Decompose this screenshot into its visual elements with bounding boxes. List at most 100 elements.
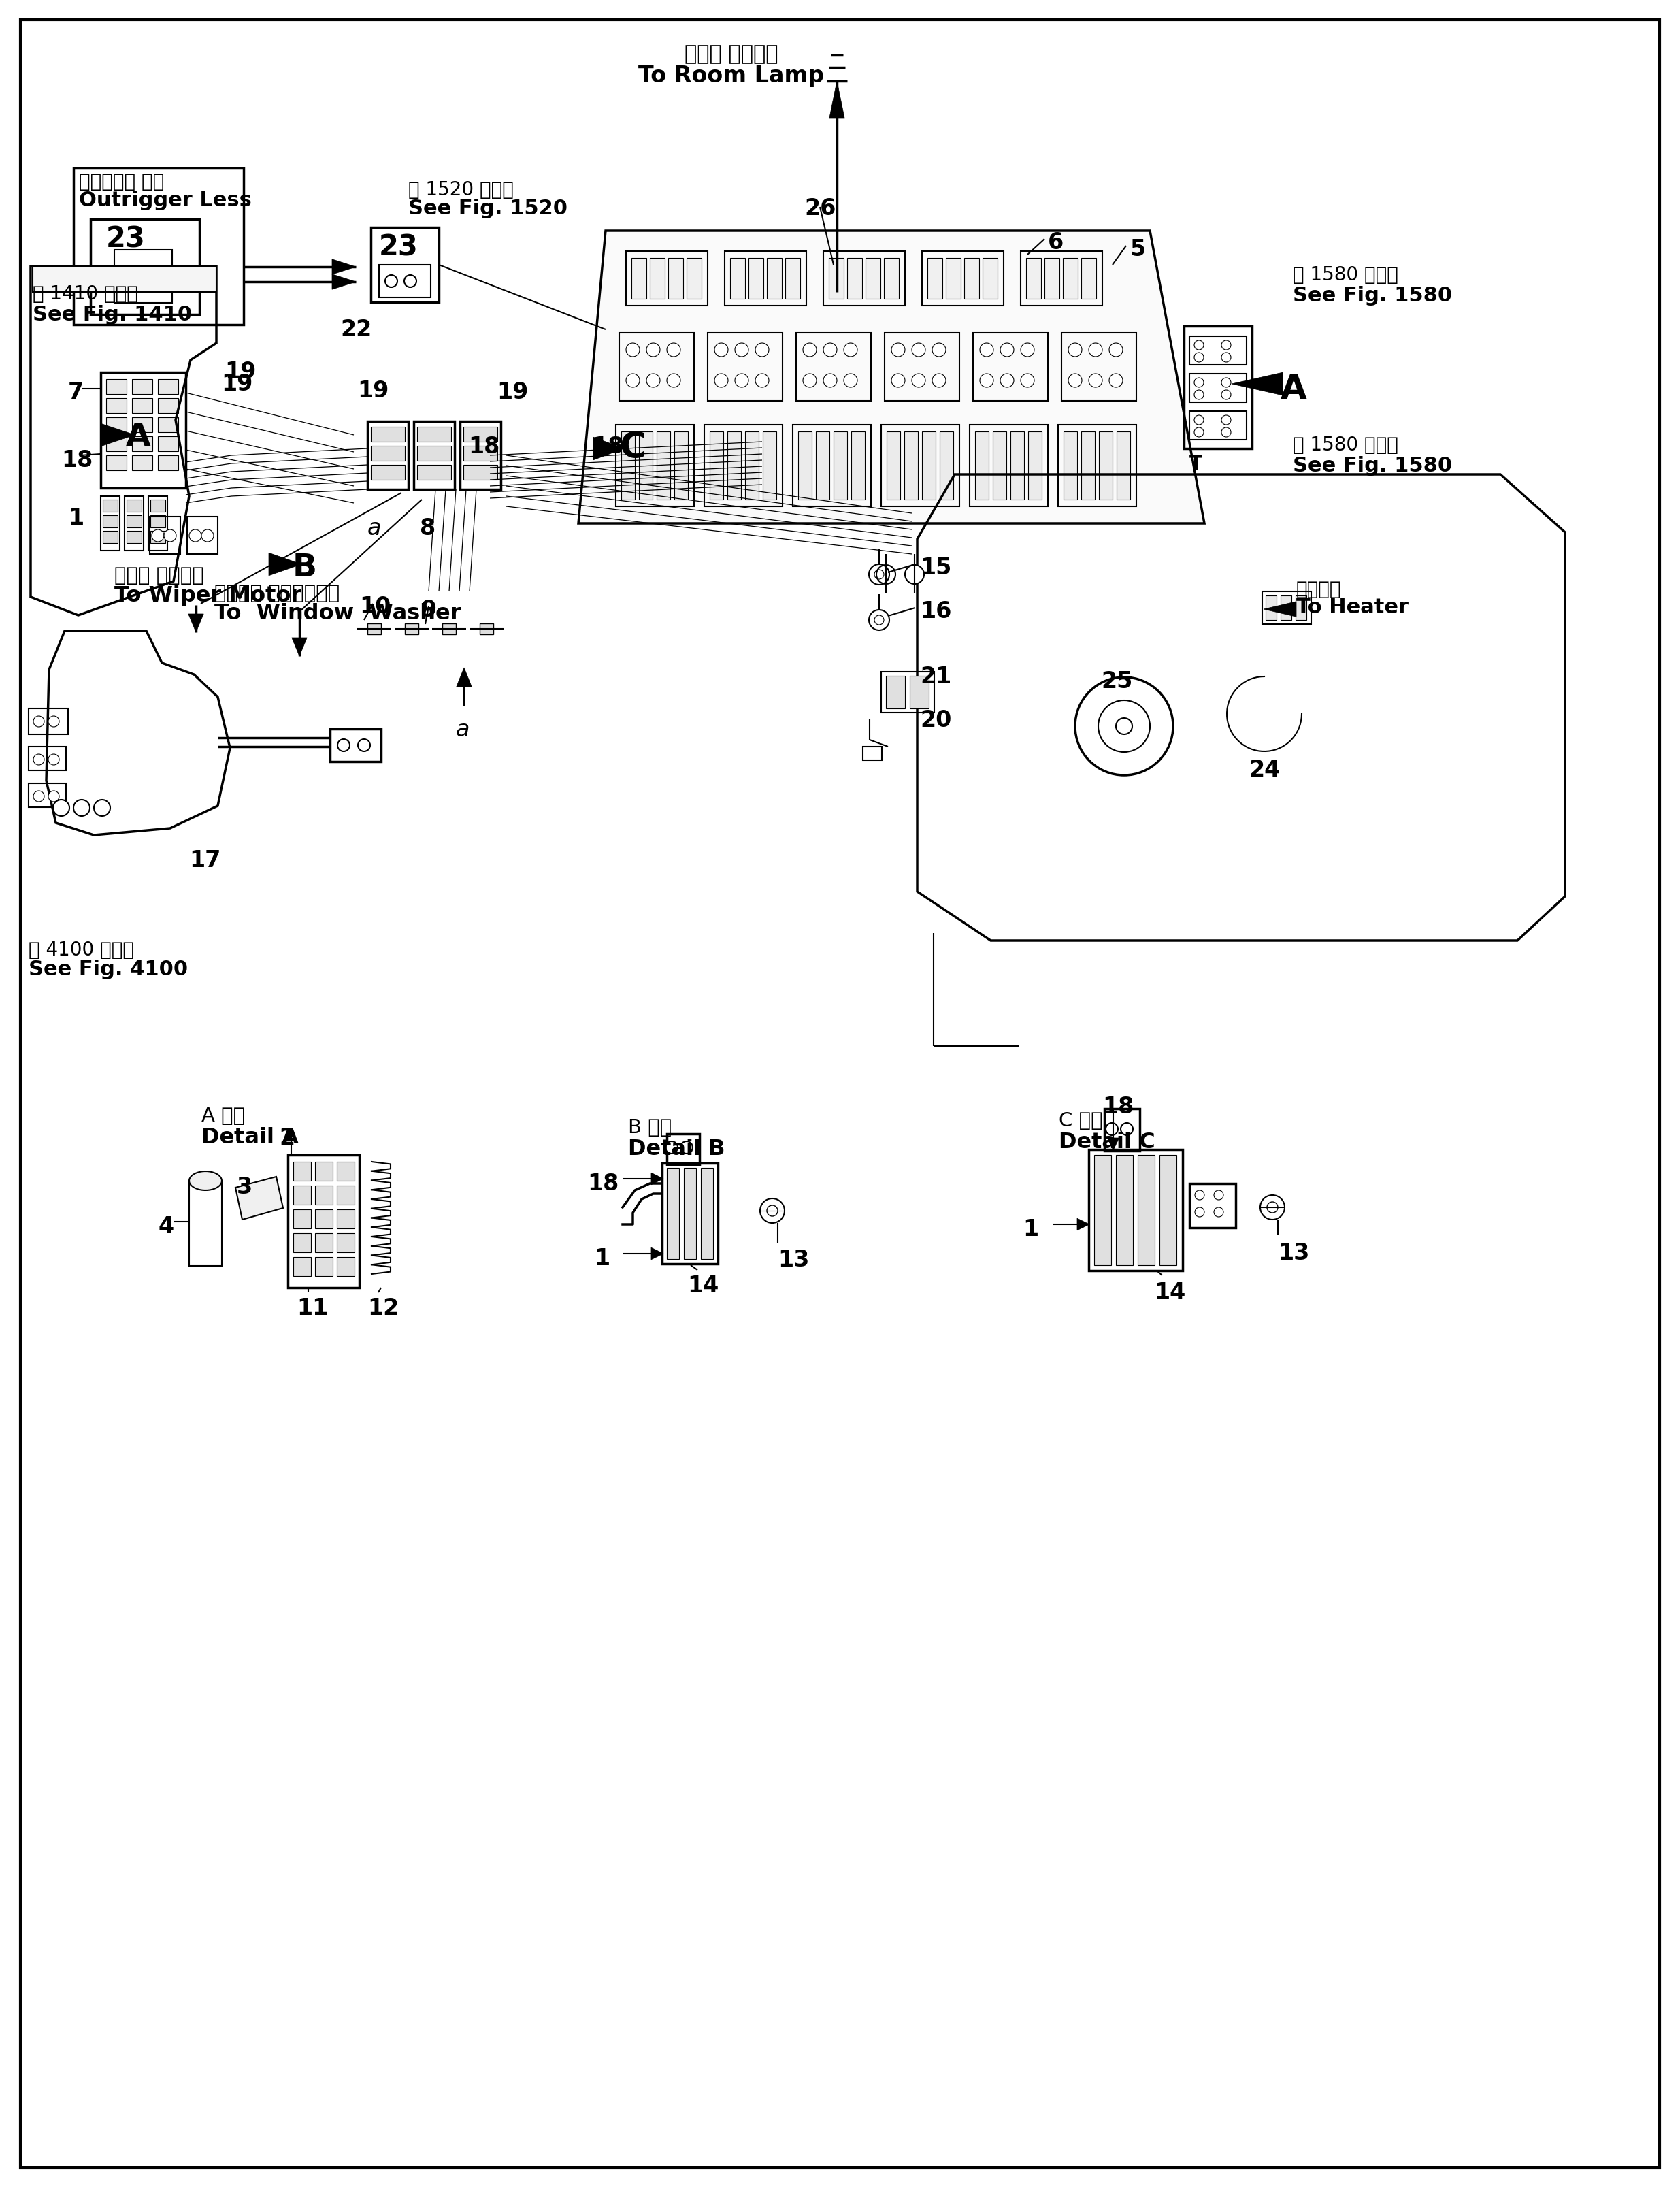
Bar bbox=[684, 1168, 696, 1260]
Circle shape bbox=[153, 271, 165, 282]
Bar bbox=[102, 501, 118, 512]
Bar bbox=[316, 1186, 333, 1206]
Bar bbox=[823, 252, 906, 306]
Text: A: A bbox=[126, 422, 151, 453]
Bar bbox=[158, 455, 178, 470]
Polygon shape bbox=[830, 81, 845, 118]
Bar bbox=[627, 252, 707, 306]
Text: 18: 18 bbox=[588, 1173, 618, 1195]
Text: 1: 1 bbox=[1023, 1219, 1038, 1241]
Text: Detail C: Detail C bbox=[1058, 1131, 1156, 1153]
Text: 22: 22 bbox=[341, 319, 371, 341]
Bar bbox=[133, 418, 153, 433]
Bar bbox=[1099, 431, 1112, 501]
Text: 20: 20 bbox=[921, 709, 951, 731]
Bar bbox=[336, 1258, 354, 1276]
Bar bbox=[368, 624, 381, 635]
Circle shape bbox=[627, 374, 640, 387]
Circle shape bbox=[151, 529, 165, 543]
Circle shape bbox=[1021, 374, 1035, 387]
Bar bbox=[922, 252, 1003, 306]
Circle shape bbox=[1194, 1208, 1205, 1217]
Circle shape bbox=[1194, 1190, 1205, 1201]
Bar bbox=[417, 466, 452, 481]
Bar bbox=[852, 431, 865, 501]
Text: 19: 19 bbox=[225, 361, 255, 383]
Text: a: a bbox=[368, 516, 381, 540]
Bar bbox=[158, 381, 178, 394]
Bar bbox=[294, 1234, 311, 1252]
Bar bbox=[133, 438, 153, 451]
Bar bbox=[371, 446, 405, 462]
Bar bbox=[638, 431, 652, 501]
Bar bbox=[368, 422, 408, 490]
Text: 13: 13 bbox=[1278, 1241, 1309, 1265]
Circle shape bbox=[49, 792, 59, 803]
Bar bbox=[102, 516, 118, 527]
Circle shape bbox=[932, 374, 946, 387]
Circle shape bbox=[843, 374, 857, 387]
Bar bbox=[29, 746, 66, 770]
Bar bbox=[101, 497, 119, 551]
Bar bbox=[1094, 1155, 1110, 1265]
Circle shape bbox=[647, 374, 660, 387]
Bar bbox=[336, 1186, 354, 1206]
Text: 2: 2 bbox=[279, 1127, 294, 1149]
Text: 14: 14 bbox=[1154, 1282, 1186, 1304]
Text: To  Window  Washer: To Window Washer bbox=[215, 602, 460, 624]
Circle shape bbox=[338, 740, 349, 753]
Text: To Heater: To Heater bbox=[1297, 597, 1408, 617]
Circle shape bbox=[979, 374, 993, 387]
Text: B 詳細: B 詳細 bbox=[628, 1118, 672, 1138]
Bar bbox=[969, 424, 1048, 508]
Text: See Fig. 4100: See Fig. 4100 bbox=[29, 958, 188, 978]
Bar bbox=[336, 1210, 354, 1230]
Text: See Fig. 1580: See Fig. 1580 bbox=[1294, 455, 1452, 475]
Text: 26: 26 bbox=[805, 197, 837, 219]
Circle shape bbox=[34, 715, 44, 726]
Bar bbox=[1189, 337, 1247, 365]
Bar bbox=[701, 1168, 712, 1260]
Bar bbox=[151, 532, 165, 543]
Text: 15: 15 bbox=[921, 556, 951, 580]
Bar bbox=[126, 532, 141, 543]
Bar bbox=[749, 258, 763, 300]
Bar bbox=[650, 258, 665, 300]
Bar bbox=[1184, 326, 1252, 449]
Bar bbox=[1189, 374, 1247, 403]
Circle shape bbox=[1215, 1208, 1223, 1217]
Polygon shape bbox=[578, 232, 1205, 523]
Bar bbox=[1063, 258, 1079, 300]
Circle shape bbox=[1194, 352, 1203, 363]
Text: See Fig. 1410: See Fig. 1410 bbox=[32, 304, 192, 324]
Text: C 詳細: C 詳細 bbox=[1058, 1112, 1102, 1129]
Circle shape bbox=[1000, 344, 1013, 357]
Bar bbox=[707, 333, 783, 400]
Bar bbox=[287, 1155, 360, 1289]
Bar bbox=[727, 431, 741, 501]
Bar bbox=[993, 431, 1006, 501]
Bar bbox=[1062, 333, 1136, 400]
Bar bbox=[316, 1234, 333, 1252]
Circle shape bbox=[136, 271, 146, 282]
Bar bbox=[964, 258, 979, 300]
Bar bbox=[464, 446, 497, 462]
Bar bbox=[1021, 252, 1102, 306]
Bar bbox=[1295, 595, 1307, 621]
Bar bbox=[1280, 595, 1292, 621]
Bar bbox=[106, 398, 126, 414]
Polygon shape bbox=[1263, 602, 1297, 617]
Polygon shape bbox=[457, 667, 472, 687]
Text: 24: 24 bbox=[1248, 759, 1280, 781]
Circle shape bbox=[74, 801, 89, 816]
Circle shape bbox=[1221, 379, 1231, 387]
Text: 25: 25 bbox=[1100, 670, 1132, 694]
Bar bbox=[911, 676, 929, 709]
Text: ヒータへ: ヒータへ bbox=[1297, 580, 1342, 600]
Bar bbox=[29, 709, 69, 735]
Bar bbox=[1058, 424, 1136, 508]
Bar bbox=[709, 431, 724, 501]
Bar bbox=[667, 1168, 679, 1260]
Bar bbox=[124, 497, 143, 551]
Text: 18: 18 bbox=[1102, 1096, 1134, 1118]
